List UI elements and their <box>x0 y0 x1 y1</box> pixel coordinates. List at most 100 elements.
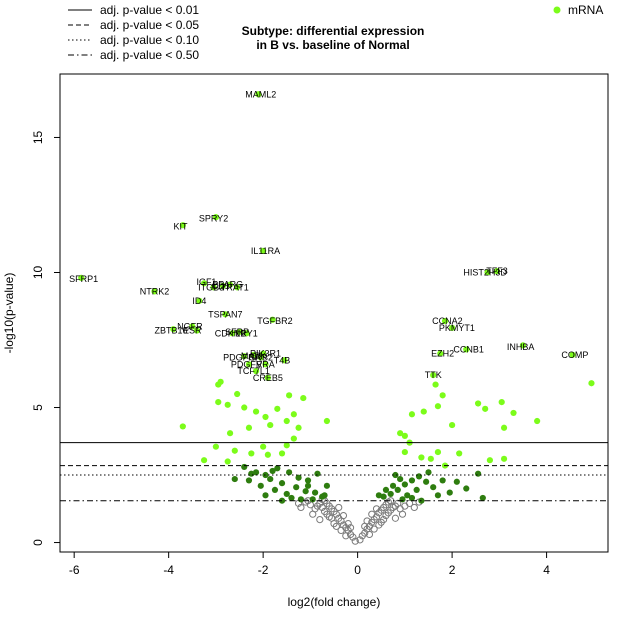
nonsignificant-point <box>389 503 397 512</box>
legend-point-swatch <box>553 6 561 14</box>
x-tick-label: 4 <box>543 563 550 577</box>
significant-point-dark <box>283 490 290 498</box>
gene-label: PDGFRA <box>223 353 261 363</box>
significant-point-dark <box>463 485 470 492</box>
gene-label: VRA <box>256 359 275 369</box>
significant-point-dark <box>382 486 390 493</box>
significant-point-light <box>430 372 437 379</box>
significant-point-dark <box>309 496 316 503</box>
significant-point-dark <box>252 469 260 476</box>
significant-point-light <box>484 269 491 276</box>
significant-point-light <box>439 392 446 399</box>
gene-label: NGFR <box>177 322 203 332</box>
y-tick-label: 5 <box>31 404 45 411</box>
significant-point-dark <box>302 488 309 495</box>
legend-line-label: adj. p-value < 0.50 <box>100 48 199 62</box>
significant-point-light <box>498 399 505 406</box>
significant-point-light <box>434 403 442 410</box>
significant-point-light <box>252 408 260 415</box>
gene-label: HIST2H3D <box>463 267 507 277</box>
y-tick-label: 10 <box>31 265 45 279</box>
significant-point-dark <box>389 482 397 489</box>
significant-point-dark <box>231 475 238 483</box>
significant-point-light <box>463 346 470 353</box>
legend-point-entries: mRNA <box>553 3 603 17</box>
gene-label: INHBA <box>507 342 535 352</box>
threshold-lines <box>60 442 608 502</box>
significant-point-light <box>427 455 434 462</box>
significant-point-dark <box>453 478 460 485</box>
gene-label: TTK <box>425 370 442 380</box>
significant-point-light <box>210 284 217 291</box>
nonsignificant-point <box>391 514 400 522</box>
x-axis: -6 -4 -2 0 2 4 <box>69 551 550 577</box>
significant-point-light <box>222 311 229 318</box>
nonsignificant-point <box>328 514 336 522</box>
nonsignificant-point <box>372 505 381 513</box>
significant-point-dark <box>392 471 399 479</box>
chart-title-line-2: in B vs. baseline of Normal <box>256 38 409 52</box>
significant-point-light <box>224 458 231 465</box>
gene-label: SFRP <box>225 327 249 337</box>
significant-point-light <box>245 424 253 431</box>
nonsignificant-point <box>339 511 348 520</box>
significant-point-dark <box>267 475 274 483</box>
significant-point-dark <box>241 463 248 471</box>
significant-point-light <box>295 424 302 431</box>
significant-point-light <box>437 350 444 357</box>
gene-label: CCNB1 <box>453 344 484 354</box>
significant-point-light <box>474 400 482 407</box>
significant-point-light <box>262 361 269 368</box>
significant-point-dark <box>397 475 404 483</box>
significant-point-light <box>569 351 576 358</box>
significant-point-light <box>234 284 241 291</box>
gene-label: ESR <box>183 326 202 336</box>
significant-point-dark <box>297 496 305 503</box>
significant-point-light <box>456 450 463 457</box>
significant-point-dark <box>408 477 416 484</box>
significant-point-dark <box>312 489 319 496</box>
significant-point-dark <box>286 469 293 476</box>
significant-point-light <box>196 297 203 304</box>
x-tick-label: -4 <box>163 563 174 577</box>
nonsignificant-point <box>361 522 369 530</box>
nonsignificant-point <box>375 521 383 529</box>
significant-point-light <box>267 421 274 429</box>
y-axis-label: -log10(p-value) <box>2 273 16 354</box>
significant-point-light <box>226 430 234 437</box>
nonsignificant-point <box>346 524 355 532</box>
significant-point-dark <box>408 494 416 502</box>
x-axis-label: log2(fold change) <box>288 595 381 609</box>
significant-point-dark <box>271 486 279 493</box>
gene-labels: MAML2 SPRY2 KIT IL11RA SFRP1 IGF1ITGB3CD1PPAR… <box>69 89 588 383</box>
nonsignificant-point <box>316 515 324 524</box>
nonsignificant-point <box>309 510 317 518</box>
y-axis: 0 5 10 15 <box>31 130 61 546</box>
significant-point-dark <box>323 482 331 489</box>
significant-point-light <box>234 390 241 398</box>
significant-point-dark <box>434 492 442 499</box>
significant-point-dark <box>387 490 394 498</box>
nonsignificant-point <box>380 515 388 524</box>
significant-point-light <box>281 357 288 364</box>
significant-point-dark <box>278 497 286 504</box>
x-tick-label: 2 <box>449 563 456 577</box>
gene-label: CREB5 <box>253 373 283 383</box>
gene-label: T4B <box>274 355 291 365</box>
significant-point-dark <box>474 470 482 477</box>
gene-label: TRAT1 <box>221 282 249 292</box>
significant-point-light <box>300 394 307 402</box>
x-tick-label: 0 <box>354 563 361 577</box>
significant-point-dark <box>401 481 408 488</box>
significant-point-light <box>219 282 227 290</box>
significant-point-light <box>255 91 262 98</box>
gene-label: ITGB3 <box>198 282 224 292</box>
gene-label: ZBTB16 <box>155 326 188 336</box>
significant-point-dark <box>262 492 269 499</box>
significant-point-light <box>260 443 267 450</box>
nonsignificant-point <box>297 503 305 512</box>
legend-line-label: adj. p-value < 0.10 <box>100 33 199 47</box>
significant-point-dark <box>304 477 312 484</box>
